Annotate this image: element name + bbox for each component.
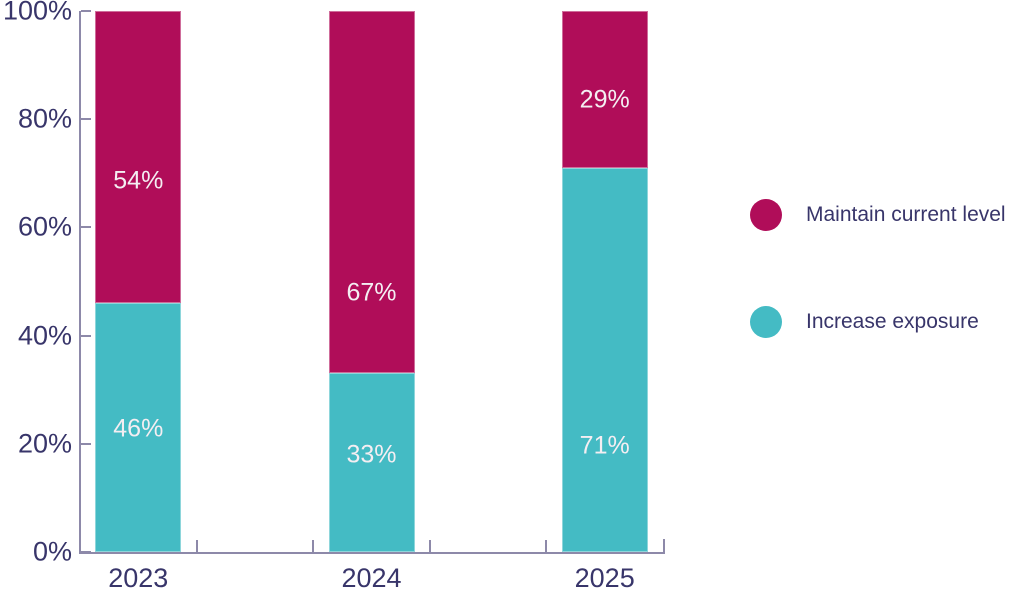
legend-swatch-maintain-current-level [750, 199, 782, 231]
y-axis-tick-label: 60% [17, 211, 72, 242]
x-axis-tick [312, 540, 314, 552]
bar-2024-maintain-current-level [329, 11, 415, 373]
y-axis-tick [81, 334, 91, 337]
bar-2024-increase-exposure [329, 373, 415, 552]
legend-item-increase-exposure: Increase exposure [750, 306, 979, 338]
y-axis-tick [81, 10, 91, 12]
bar-value-label: 67% [346, 278, 397, 307]
bar-2025-maintain-current-level [562, 11, 648, 168]
bar-value-label: 29% [579, 85, 630, 114]
y-axis-tick-label: 0% [32, 536, 72, 567]
legend-label-maintain-current-level: Maintain current level [806, 202, 1006, 226]
x-axis-tick [545, 540, 547, 552]
bar-2025-increase-exposure [562, 168, 648, 552]
y-axis-tick-label: 20% [17, 428, 72, 459]
bar-value-label: 33% [346, 440, 397, 469]
legend-item-maintain-current-level: Maintain current level [750, 199, 1006, 231]
y-axis-tick-label: 80% [17, 103, 72, 134]
y-axis-tick [81, 118, 91, 121]
y-axis-tick [81, 551, 91, 553]
x-axis-endcap-tick [663, 539, 665, 552]
legend-label-increase-exposure: Increase exposure [806, 309, 979, 333]
y-axis-line [79, 11, 81, 554]
y-axis-tick [81, 226, 91, 229]
y-axis-tick [81, 442, 91, 445]
bar-value-label: 71% [579, 431, 630, 460]
x-axis-category-label: 2025 [574, 563, 635, 593]
legend-swatch-increase-exposure [750, 306, 782, 338]
x-axis-line [79, 552, 665, 554]
x-axis-category-label: 2023 [108, 563, 169, 593]
y-axis-tick-label: 40% [17, 320, 72, 351]
bar-value-label: 54% [113, 166, 164, 195]
bar-2023-increase-exposure [95, 303, 181, 552]
x-axis-tick [429, 540, 431, 552]
bar-value-label: 46% [113, 414, 164, 443]
y-axis-tick-label: 100% [2, 0, 72, 26]
bar-2023-maintain-current-level [95, 11, 181, 303]
x-axis-category-label: 2024 [341, 563, 402, 593]
x-axis-tick [196, 540, 198, 552]
